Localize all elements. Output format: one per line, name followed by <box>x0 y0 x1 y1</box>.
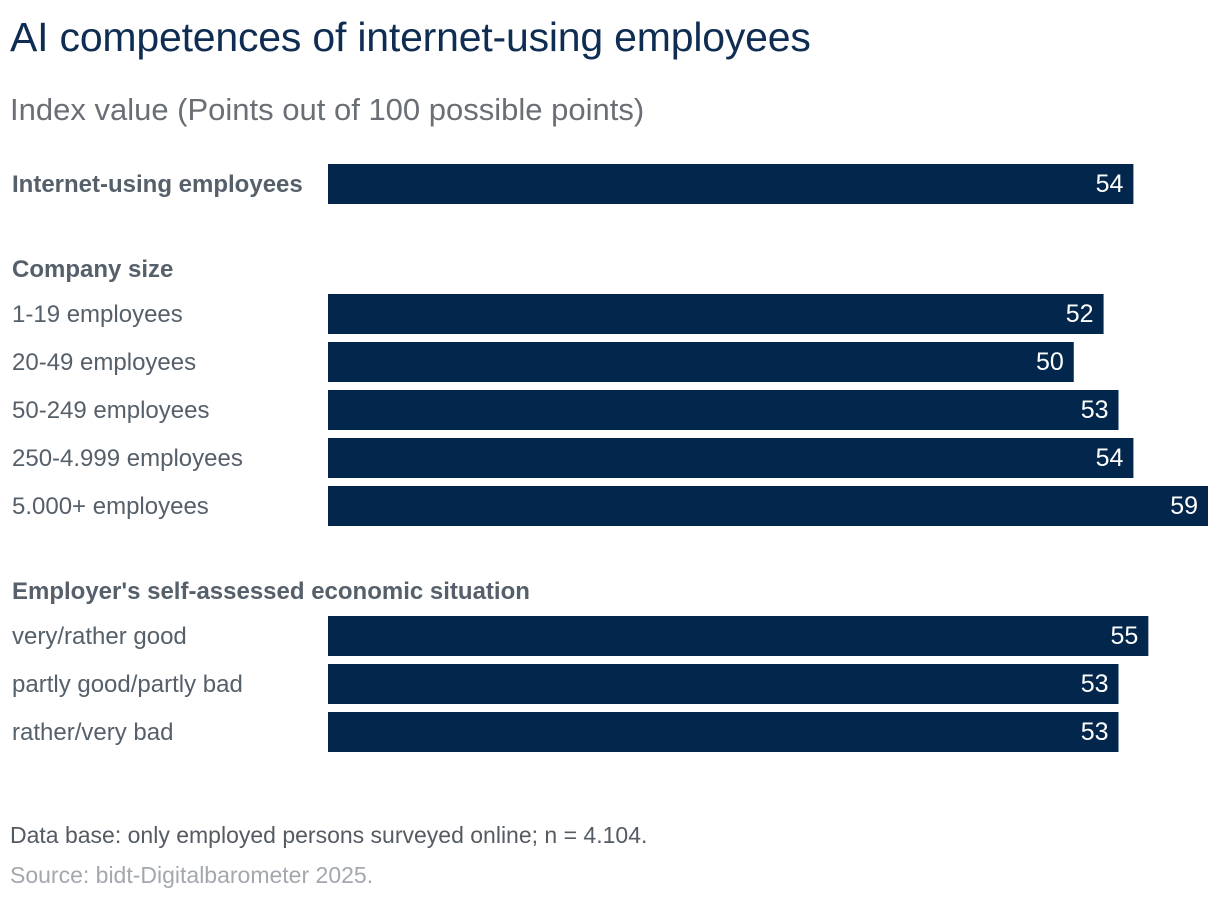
chart-title: AI competences of internet-using employe… <box>10 14 811 60</box>
bar <box>328 438 1134 478</box>
bar-value-label: 52 <box>1066 300 1094 328</box>
bar-value-label: 53 <box>1081 670 1109 698</box>
bar-value-label: 53 <box>1081 718 1109 746</box>
bar <box>328 486 1208 526</box>
group-heading: Employer's self-assessed economic situat… <box>12 578 530 605</box>
chart-subtitle: Index value (Points out of 100 possible … <box>10 92 645 127</box>
bar-value-label: 59 <box>1170 492 1198 520</box>
category-label: partly good/partly bad <box>12 671 243 698</box>
data-base-note: Data base: only employed persons surveye… <box>10 822 648 848</box>
bar <box>328 664 1119 704</box>
category-label: very/rather good <box>12 623 187 650</box>
source-note: Source: bidt-Digitalbarometer 2025. <box>10 862 374 888</box>
bar-value-label: 54 <box>1096 170 1124 198</box>
category-label: 1-19 employees <box>12 301 183 328</box>
bar <box>328 164 1134 204</box>
category-label: 250-4.999 employees <box>12 445 243 472</box>
category-label: 20-49 employees <box>12 349 196 376</box>
bar <box>328 342 1074 382</box>
category-label: 5.000+ employees <box>12 493 209 520</box>
bar-value-label: 54 <box>1096 444 1124 472</box>
bar <box>328 616 1149 656</box>
bar-value-label: 50 <box>1036 348 1064 376</box>
bar-value-label: 53 <box>1081 396 1109 424</box>
category-label: rather/very bad <box>12 719 173 746</box>
bar <box>328 294 1104 334</box>
bar <box>328 390 1119 430</box>
bar-chart: Internet-using employees 54 Company size 1-… <box>12 164 1208 752</box>
category-label: 50-249 employees <box>12 397 209 424</box>
group-heading: Company size <box>12 256 173 283</box>
category-label: Internet-using employees <box>12 171 303 198</box>
bar-value-label: 55 <box>1111 622 1139 650</box>
bar <box>328 712 1119 752</box>
